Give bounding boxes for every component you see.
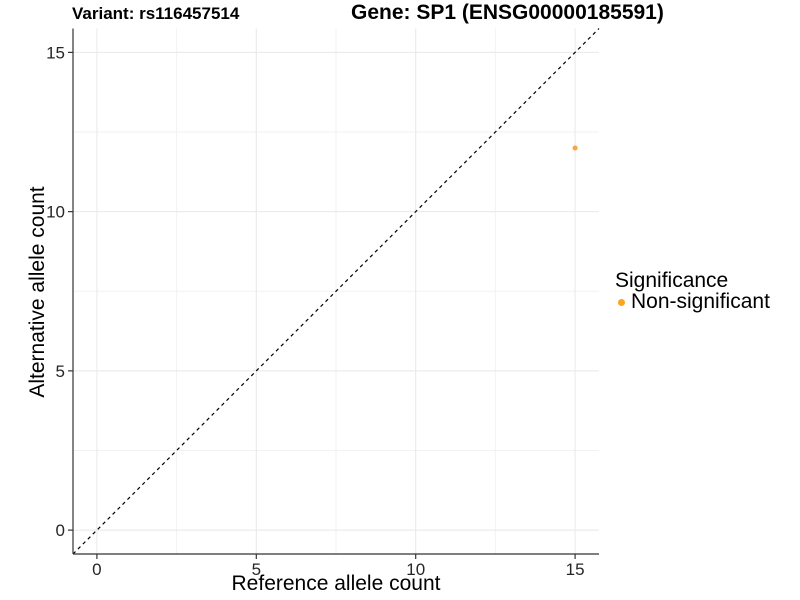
legend: Significance Non-significant [615,269,770,313]
legend-point-icon [618,298,625,306]
legend-entry: Non-significant [615,290,770,313]
y-axis-title: Alternative allele count [26,186,49,398]
x-axis-title: Reference allele count [231,572,441,595]
legend-entry-label: Non-significant [631,290,770,313]
legend-title: Significance [615,269,729,292]
x-tick-label: 0 [92,560,101,579]
x-tick-label: 5 [252,560,261,579]
y-tick-label: 15 [46,43,65,62]
plot-title-gene: Gene: SP1 (ENSG00000185591) [351,1,664,24]
x-tick-label: 15 [566,560,585,579]
y-tick-label: 5 [56,362,65,381]
data-point [572,145,578,151]
identity-reference-line [72,28,600,555]
plot-title-variant: Variant: rs116457514 [72,4,240,23]
x-tick-label: 10 [406,560,425,579]
y-tick-label: 0 [56,521,65,540]
y-tick-label: 10 [46,203,65,222]
